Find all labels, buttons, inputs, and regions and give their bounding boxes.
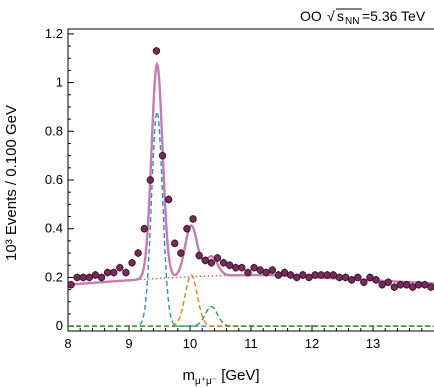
y-tick-label: 0.2 bbox=[45, 269, 63, 284]
data-point bbox=[79, 273, 87, 282]
data-point bbox=[408, 283, 417, 291]
data-point bbox=[201, 256, 209, 265]
data-point bbox=[67, 281, 75, 289]
energy-symbol: s bbox=[337, 8, 344, 24]
y-axis: 0 0.2 0.4 0.6 0.8 1 1.2 bbox=[45, 26, 74, 333]
data-point bbox=[97, 273, 106, 282]
data-point bbox=[366, 273, 374, 282]
data-point bbox=[244, 268, 252, 277]
data-point bbox=[164, 195, 173, 204]
data-point bbox=[122, 268, 130, 277]
data-point bbox=[250, 263, 258, 272]
data-point bbox=[207, 259, 216, 267]
total-fit-curve bbox=[67, 61, 434, 286]
data-point bbox=[402, 281, 411, 289]
data-point bbox=[116, 263, 124, 272]
data-point bbox=[146, 176, 155, 184]
energy-subscript: NN bbox=[345, 16, 359, 27]
data-point bbox=[268, 266, 277, 274]
y-axis-label: 10³ Events / 0.100 GeV bbox=[3, 105, 20, 261]
data-point bbox=[311, 271, 319, 279]
data-point bbox=[378, 281, 386, 289]
data-point bbox=[177, 249, 185, 257]
x-tick-label: 8 bbox=[64, 336, 71, 351]
upsilon-1s-curve bbox=[68, 110, 434, 327]
data-point bbox=[110, 268, 118, 277]
data-point bbox=[372, 276, 380, 284]
y-tick-label: 1.2 bbox=[45, 26, 63, 41]
x-axis-label: mμ⁺μ⁻ [GeV] bbox=[182, 367, 259, 387]
y-tick-label: 0.6 bbox=[45, 172, 63, 187]
data-point bbox=[323, 271, 331, 279]
data-point bbox=[384, 278, 392, 286]
data-point bbox=[341, 273, 350, 282]
x-tick-label: 10 bbox=[183, 336, 197, 351]
data-point bbox=[103, 268, 112, 277]
data-point bbox=[354, 273, 362, 282]
sqrt-symbol: √ bbox=[327, 8, 335, 24]
data-point bbox=[213, 254, 222, 262]
data-point bbox=[286, 271, 295, 279]
x-tick-label: 13 bbox=[366, 336, 380, 351]
data-point bbox=[305, 273, 313, 282]
y-tick-label: 0.4 bbox=[45, 221, 63, 236]
data-point bbox=[360, 278, 368, 286]
data-point bbox=[140, 225, 148, 233]
data-point bbox=[299, 271, 307, 279]
data-point bbox=[183, 225, 191, 233]
data-point bbox=[232, 263, 240, 272]
data-point bbox=[280, 268, 289, 277]
data-point bbox=[171, 239, 179, 248]
y-tick-label: 1 bbox=[56, 75, 63, 90]
data-point bbox=[396, 281, 405, 289]
data-point bbox=[128, 259, 136, 267]
data-point bbox=[134, 249, 142, 257]
y-tick-label: 0 bbox=[56, 318, 63, 333]
x-tick-label: 11 bbox=[244, 336, 258, 351]
data-point bbox=[317, 271, 325, 279]
data-point bbox=[335, 273, 344, 282]
data-point bbox=[390, 283, 399, 291]
x-axis-label-main: m bbox=[182, 367, 195, 384]
data-point bbox=[73, 273, 81, 282]
data-point bbox=[189, 215, 197, 223]
data-point bbox=[85, 273, 94, 282]
data-point bbox=[427, 283, 434, 291]
x-axis: 8 9 10 11 12 13 bbox=[64, 325, 423, 351]
collision-system-label: OO √ s NN =5.36 TeV bbox=[300, 8, 426, 27]
data-point bbox=[225, 261, 234, 269]
data-point bbox=[347, 276, 356, 284]
data-point bbox=[262, 268, 270, 277]
fit-curves bbox=[67, 61, 434, 327]
data-point bbox=[293, 273, 301, 282]
data-point bbox=[238, 263, 246, 272]
data-point bbox=[152, 47, 161, 55]
data-point bbox=[274, 271, 283, 279]
data-point bbox=[195, 251, 203, 260]
data-point bbox=[421, 281, 429, 289]
x-axis-label-unit: [GeV] bbox=[217, 367, 260, 384]
data-point bbox=[158, 151, 167, 160]
data-point bbox=[256, 266, 264, 274]
x-tick-label: 12 bbox=[305, 336, 319, 351]
data-point bbox=[219, 259, 228, 267]
x-tick-label: 9 bbox=[125, 336, 132, 351]
data-point bbox=[329, 271, 338, 279]
data-point bbox=[415, 281, 423, 289]
energy-value: =5.36 TeV bbox=[362, 8, 426, 24]
system-label: OO bbox=[300, 8, 322, 24]
x-axis-label-subscript: μ⁺μ⁻ bbox=[195, 376, 217, 387]
upsilon-3s-curve bbox=[68, 305, 434, 327]
y-tick-label: 0.8 bbox=[45, 123, 63, 138]
data-point bbox=[91, 271, 100, 279]
data-points bbox=[67, 46, 434, 292]
